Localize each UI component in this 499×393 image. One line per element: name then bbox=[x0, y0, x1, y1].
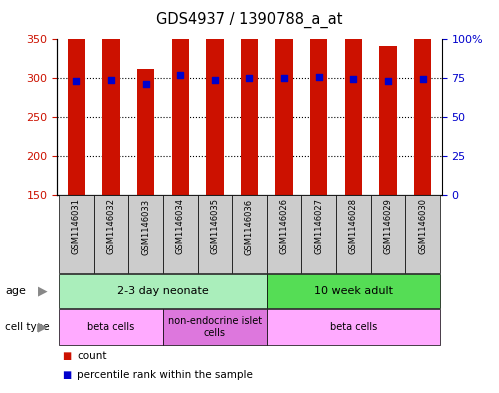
Bar bbox=[137, 69, 154, 195]
Text: GSM1146033: GSM1146033 bbox=[141, 198, 150, 255]
FancyBboxPatch shape bbox=[371, 195, 405, 273]
Text: age: age bbox=[5, 286, 26, 296]
Bar bbox=[275, 0, 293, 195]
Text: ■: ■ bbox=[62, 351, 72, 361]
FancyBboxPatch shape bbox=[405, 195, 440, 273]
Point bbox=[72, 78, 80, 84]
Text: GSM1146029: GSM1146029 bbox=[383, 198, 392, 254]
FancyBboxPatch shape bbox=[94, 195, 128, 273]
Bar bbox=[206, 14, 224, 195]
Bar bbox=[379, 46, 397, 195]
FancyBboxPatch shape bbox=[128, 195, 163, 273]
Bar bbox=[414, 24, 431, 195]
Text: beta cells: beta cells bbox=[330, 322, 377, 332]
FancyBboxPatch shape bbox=[267, 195, 301, 273]
Text: ▶: ▶ bbox=[37, 284, 47, 298]
FancyBboxPatch shape bbox=[336, 195, 371, 273]
FancyBboxPatch shape bbox=[59, 195, 94, 273]
FancyBboxPatch shape bbox=[198, 195, 232, 273]
Text: GSM1146030: GSM1146030 bbox=[418, 198, 427, 254]
Text: 10 week adult: 10 week adult bbox=[314, 286, 393, 296]
Text: cell type: cell type bbox=[5, 322, 49, 332]
Text: GSM1146027: GSM1146027 bbox=[314, 198, 323, 254]
FancyBboxPatch shape bbox=[59, 309, 163, 345]
FancyBboxPatch shape bbox=[163, 195, 198, 273]
Bar bbox=[172, 0, 189, 195]
Bar bbox=[241, 0, 258, 195]
Point bbox=[280, 75, 288, 81]
Text: GDS4937 / 1390788_a_at: GDS4937 / 1390788_a_at bbox=[156, 12, 343, 28]
Text: 2-3 day neonate: 2-3 day neonate bbox=[117, 286, 209, 296]
Text: count: count bbox=[77, 351, 107, 361]
Bar bbox=[102, 31, 120, 195]
Text: GSM1146035: GSM1146035 bbox=[211, 198, 220, 254]
Point bbox=[107, 77, 115, 84]
Text: GSM1146028: GSM1146028 bbox=[349, 198, 358, 254]
Text: GSM1146026: GSM1146026 bbox=[279, 198, 288, 254]
Text: GSM1146031: GSM1146031 bbox=[72, 198, 81, 254]
Text: non-endocrine islet
cells: non-endocrine islet cells bbox=[168, 316, 262, 338]
FancyBboxPatch shape bbox=[267, 309, 440, 345]
Text: beta cells: beta cells bbox=[87, 322, 135, 332]
FancyBboxPatch shape bbox=[232, 195, 267, 273]
Text: GSM1146036: GSM1146036 bbox=[245, 198, 254, 255]
Point bbox=[349, 76, 357, 82]
Point bbox=[211, 77, 219, 83]
FancyBboxPatch shape bbox=[267, 274, 440, 308]
Bar bbox=[68, 20, 85, 195]
Point bbox=[315, 73, 323, 80]
Point bbox=[384, 78, 392, 84]
FancyBboxPatch shape bbox=[163, 309, 267, 345]
Point bbox=[419, 76, 427, 82]
Bar bbox=[345, 5, 362, 195]
Point bbox=[246, 75, 253, 81]
FancyBboxPatch shape bbox=[301, 195, 336, 273]
FancyBboxPatch shape bbox=[59, 274, 267, 308]
Point bbox=[176, 72, 184, 78]
Text: percentile rank within the sample: percentile rank within the sample bbox=[77, 370, 253, 380]
Text: GSM1146032: GSM1146032 bbox=[107, 198, 116, 254]
Text: GSM1146034: GSM1146034 bbox=[176, 198, 185, 254]
Point bbox=[142, 81, 150, 88]
Text: ■: ■ bbox=[62, 370, 72, 380]
Text: ▶: ▶ bbox=[37, 321, 47, 334]
Bar bbox=[310, 0, 327, 195]
